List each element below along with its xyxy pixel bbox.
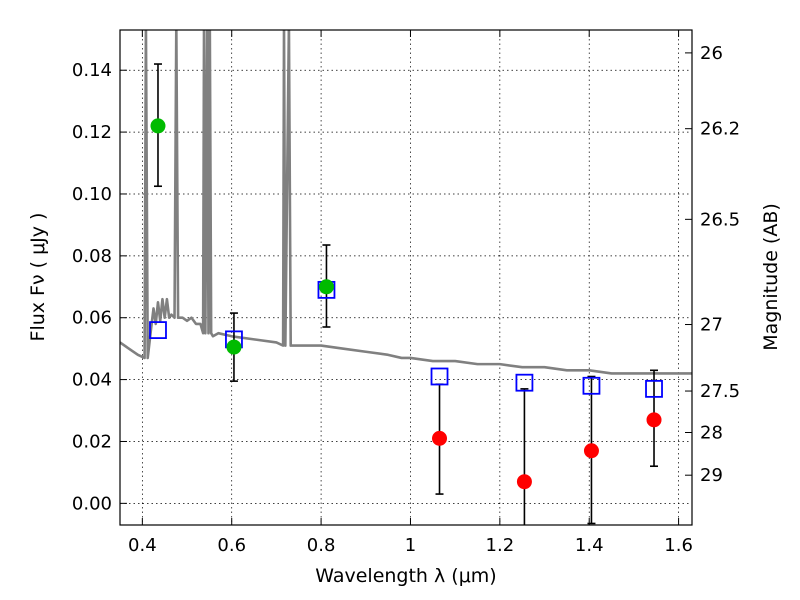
- y-tick-label: 0.00: [72, 493, 112, 514]
- flux-point-marker: [516, 474, 532, 490]
- x-tick-label: 0.8: [307, 535, 336, 556]
- model-square-marker: [515, 373, 534, 392]
- x-tick-label: 1.6: [664, 535, 693, 556]
- y-tick-label: 0.02: [72, 431, 112, 452]
- data-points: [149, 118, 663, 490]
- x-tick-label: 0.6: [217, 535, 246, 556]
- model-square-marker: [149, 321, 167, 339]
- y2-tick-label: 29: [700, 465, 723, 486]
- model-square-marker: [582, 376, 601, 395]
- x-tick-label: 0.4: [128, 535, 157, 556]
- y-axis-label: Flux Fν ( μJy ): [27, 213, 49, 342]
- grid: [120, 30, 692, 525]
- y2-tick-label: 27: [700, 315, 723, 336]
- sed-model-line: [120, 30, 692, 375]
- flux-point-marker: [432, 430, 448, 446]
- error-bars: [153, 63, 659, 525]
- model-square-marker: [645, 379, 663, 398]
- flux-point-marker: [226, 339, 242, 355]
- y-tick-label: 0.06: [72, 308, 112, 329]
- y-tick-label: 0.14: [72, 60, 112, 81]
- y2-axis-label: Magnitude (AB): [760, 203, 782, 351]
- x-axis-label: Wavelength λ (μm): [315, 565, 496, 587]
- axis-ticks: 0.4 0.6 0.8 1 1.2 1.4 1.6 0.00 0.02 0.04 0.06 0.08 0…: [72, 30, 740, 556]
- x-tick-label: 1: [405, 535, 416, 556]
- y-tick-label: 0.08: [72, 246, 112, 267]
- y2-tick-label: 26.2: [700, 119, 740, 140]
- y2-tick-label: 27.5: [700, 381, 740, 402]
- y-tick-label: 0.04: [72, 370, 112, 391]
- flux-point-marker: [646, 412, 662, 428]
- flux-point-marker: [583, 443, 599, 459]
- y-tick-label: 0.12: [72, 122, 112, 143]
- y2-tick-label: 26.5: [700, 209, 740, 230]
- flux-point-marker: [318, 279, 334, 295]
- plot-frame: [119, 29, 693, 526]
- flux-point-marker: [150, 118, 166, 134]
- x-tick-label: 1.2: [486, 535, 515, 556]
- x-tick-label: 1.4: [575, 535, 604, 556]
- y2-tick-label: 26: [700, 43, 723, 64]
- y2-tick-label: 28: [700, 422, 723, 443]
- model-square-marker: [430, 367, 449, 386]
- sed-model-curve: [120, 30, 692, 375]
- y-tick-label: 0.10: [72, 184, 112, 205]
